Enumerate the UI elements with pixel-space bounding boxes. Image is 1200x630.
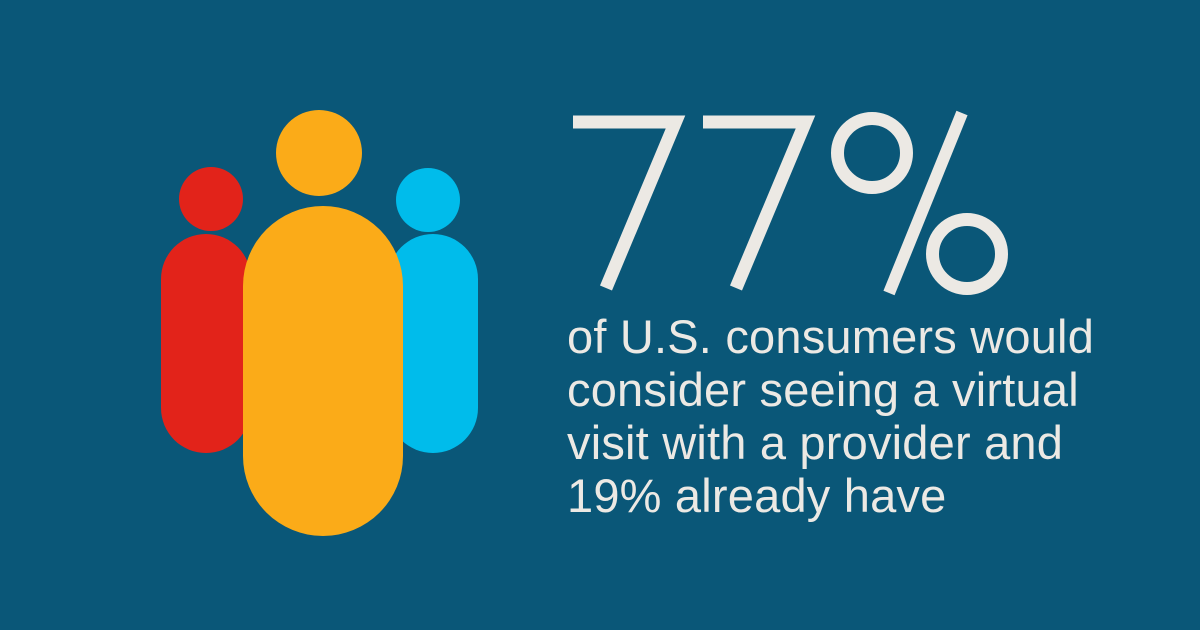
people-group-icon	[161, 110, 478, 536]
person-left-body-icon	[161, 234, 251, 453]
stat-description-line-2: consider seeing a virtual	[567, 363, 1079, 416]
stat-description-line-3: visit with a provider and	[567, 416, 1064, 469]
stat-description-line-4: 19% already have	[567, 469, 947, 522]
person-center-head-icon	[276, 110, 362, 196]
person-left	[161, 167, 251, 453]
person-left-head-icon	[179, 167, 243, 231]
person-right-head-icon	[396, 168, 460, 232]
stat-value	[573, 110, 1008, 296]
person-right-body-icon	[388, 234, 478, 453]
stat-digit-seven-1	[573, 115, 686, 291]
person-right	[388, 168, 478, 453]
stat-description-line-1: of U.S. consumers would	[567, 310, 1095, 363]
percent-slash-icon	[883, 110, 968, 296]
stat-description: of U.S. consumers would consider seeing …	[567, 310, 1094, 522]
person-center	[243, 110, 403, 536]
percent-top-ring-icon	[831, 112, 913, 194]
stat-digit-seven-2	[703, 115, 816, 291]
person-center-body-icon	[243, 206, 403, 536]
percent-bottom-ring-icon	[926, 213, 1008, 295]
